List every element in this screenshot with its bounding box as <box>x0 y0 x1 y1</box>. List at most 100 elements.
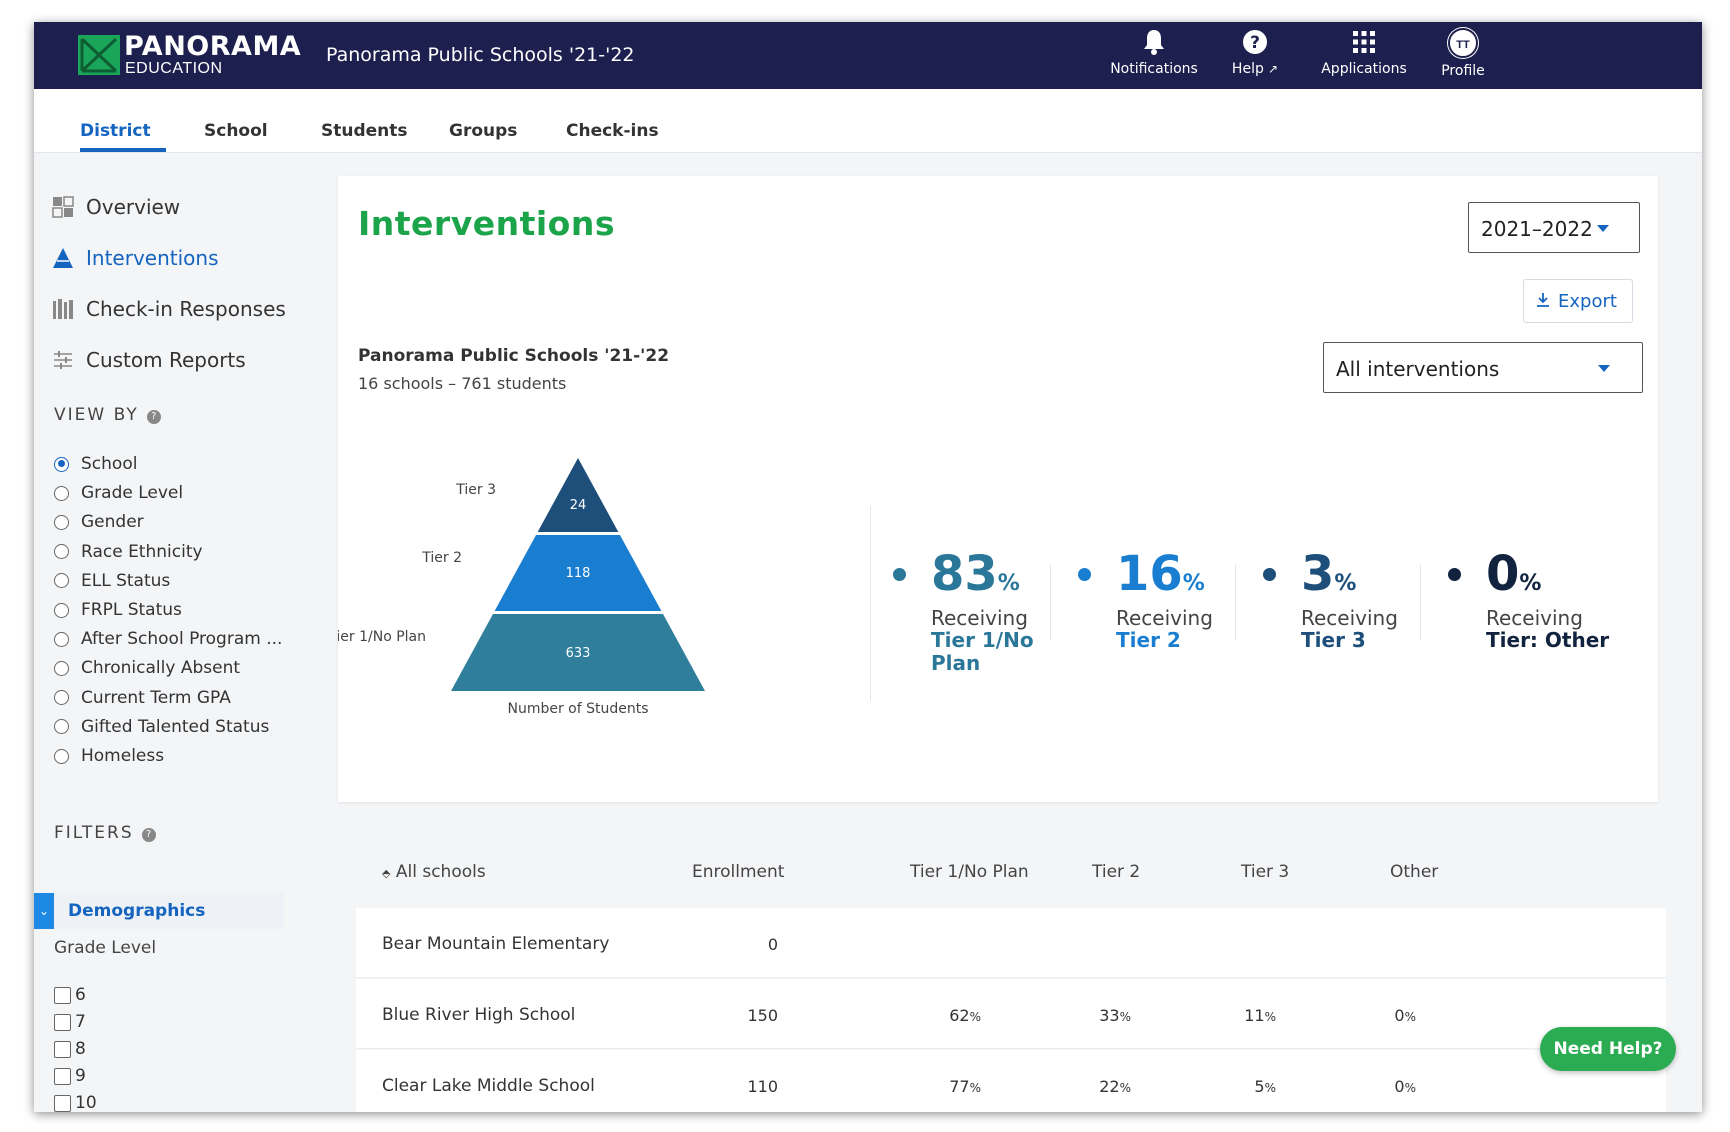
profile-button[interactable]: TT Profile <box>1428 28 1498 84</box>
view-by-option[interactable]: Grade Level <box>54 483 183 503</box>
sliders-icon <box>54 351 72 369</box>
pyramid-icon <box>53 248 73 268</box>
radio-button[interactable] <box>54 544 69 560</box>
view-by-option[interactable]: Chronically Absent <box>54 658 240 678</box>
radio-button[interactable] <box>54 748 69 764</box>
table-row[interactable]: Bear Mountain Elementary 0 <box>356 908 1666 978</box>
tab-school[interactable]: School <box>204 121 268 141</box>
school-name-link[interactable]: Blue River High School <box>382 1005 576 1025</box>
percent-sign: % <box>1334 571 1357 596</box>
notifications-button[interactable]: Notifications <box>1104 28 1204 84</box>
demographics-filter-toggle[interactable]: ⌄ Demographics <box>34 893 284 929</box>
bell-icon <box>1144 30 1164 55</box>
checkbox[interactable] <box>54 1013 71 1031</box>
view-by-option[interactable]: School <box>54 454 137 474</box>
checkbox[interactable] <box>54 1067 71 1085</box>
pyramid-tier-band[interactable] <box>537 458 619 532</box>
tab-district[interactable]: District <box>80 121 151 141</box>
tab-groups[interactable]: Groups <box>449 121 518 141</box>
applications-button[interactable]: Applications <box>1314 28 1414 84</box>
view-by-option[interactable]: Gender <box>54 512 144 532</box>
sidebar-item-interventions[interactable]: Interventions <box>52 246 219 270</box>
school-name-link[interactable]: Clear Lake Middle School <box>382 1076 595 1096</box>
school-name-link[interactable]: Bear Mountain Elementary <box>382 934 610 954</box>
export-label: Export <box>1558 291 1617 312</box>
cell-value: 33 <box>1099 1006 1120 1025</box>
pyramid-tier-band[interactable] <box>451 614 705 691</box>
radio-button[interactable] <box>54 573 69 589</box>
cell-value: 77 <box>949 1077 970 1096</box>
stat-percent: 16% <box>1116 546 1205 602</box>
tier2-cell: 33% <box>1099 1006 1131 1025</box>
tab-students[interactable]: Students <box>321 121 408 141</box>
other-header[interactable]: Other <box>1390 862 1439 882</box>
question-icon[interactable]: ? <box>146 410 161 424</box>
stat-receiving: Receiving <box>931 606 1028 630</box>
tier2-header[interactable]: Tier 2 <box>1092 862 1141 882</box>
sort-all-schools-header[interactable]: ⬘ All schools <box>382 862 486 882</box>
radio-button[interactable] <box>54 456 69 472</box>
stat-value: 83 <box>931 546 998 602</box>
divider <box>1050 564 1051 640</box>
radio-button[interactable] <box>54 690 69 706</box>
grade-label: 7 <box>75 1012 86 1032</box>
view-by-option[interactable]: Race Ethnicity <box>54 542 203 562</box>
pyramid-tier-band[interactable] <box>494 535 662 611</box>
sidebar-item-check-in-responses[interactable]: Check-in Responses <box>52 297 286 321</box>
grade-checkbox-item[interactable]: 8 <box>54 1039 86 1059</box>
checkbox[interactable] <box>54 1040 71 1058</box>
help-button[interactable]: ? Help ↗ <box>1220 28 1290 84</box>
active-tab-indicator <box>80 148 166 152</box>
radio-button[interactable] <box>54 660 69 676</box>
tier3-header[interactable]: Tier 3 <box>1241 862 1290 882</box>
radio-button[interactable] <box>54 602 69 618</box>
grade-label: 8 <box>75 1039 86 1059</box>
view-by-option[interactable]: Homeless <box>54 746 164 766</box>
tier3-cell: 5% <box>1254 1077 1276 1096</box>
pyramid-tier-value: 633 <box>566 646 591 661</box>
tier3-cell: 11% <box>1244 1006 1276 1025</box>
cell-value: 0 <box>1394 1006 1405 1025</box>
sidebar-item-overview[interactable]: Overview <box>52 195 180 219</box>
grade-checkbox-item[interactable]: 9 <box>54 1066 86 1086</box>
grade-checkbox-item[interactable]: 6 <box>54 985 86 1005</box>
sidebar-item-custom-reports[interactable]: Custom Reports <box>52 348 246 372</box>
checkbox[interactable] <box>54 986 71 1004</box>
chevron-down-icon: ⌄ <box>34 893 54 929</box>
table-row[interactable]: Clear Lake Middle School 110 77% 22% 5% 0% <box>356 1050 1666 1112</box>
interventions-filter-select[interactable]: All interventions <box>1323 342 1643 393</box>
divider <box>1420 564 1421 640</box>
view-by-option-label: Homeless <box>81 746 165 766</box>
stat-receiving: Receiving <box>1486 606 1583 630</box>
tab-check-ins[interactable]: Check-ins <box>566 121 659 141</box>
grade-checkbox-item[interactable]: 10 <box>54 1093 97 1112</box>
view-by-option[interactable]: ELL Status <box>54 571 170 591</box>
view-by-option[interactable]: FRPL Status <box>54 600 182 620</box>
view-by-option[interactable]: Current Term GPA <box>54 688 231 708</box>
radio-button[interactable] <box>54 514 69 530</box>
enrollment-header[interactable]: Enrollment <box>692 862 785 882</box>
radio-button[interactable] <box>54 485 69 501</box>
percent-sign: % <box>1404 1010 1416 1024</box>
grade-checkbox-item[interactable]: 7 <box>54 1012 86 1032</box>
checkbox[interactable] <box>54 1094 71 1112</box>
panorama-logo-icon[interactable] <box>78 35 120 75</box>
cell-value: 0 <box>767 935 778 954</box>
view-by-option[interactable]: After School Program ... <box>54 629 282 649</box>
tier1-header[interactable]: Tier 1/No Plan <box>910 862 1029 882</box>
year-select[interactable]: 2021–2022 <box>1468 202 1640 253</box>
grade-label: 9 <box>75 1066 86 1086</box>
table-row[interactable]: Blue River High School 150 62% 33% 11% 0% <box>356 979 1666 1049</box>
section-tabs: District School Students Groups Check-in… <box>34 89 1702 153</box>
radio-button[interactable] <box>54 631 69 647</box>
stat-value: 3 <box>1301 546 1335 602</box>
need-help-button[interactable]: Need Help? <box>1540 1027 1676 1071</box>
view-by-option-label: ELL Status <box>81 570 171 591</box>
question-icon[interactable]: ? <box>141 828 156 842</box>
stat-tier: Tier 2 <box>1116 628 1181 652</box>
radio-button[interactable] <box>54 719 69 735</box>
export-button[interactable]: Export <box>1523 279 1633 323</box>
view-by-option[interactable]: Gifted Talented Status <box>54 717 269 737</box>
stat-receiving: Receiving <box>1116 606 1213 630</box>
percent-sign: % <box>969 1010 981 1024</box>
